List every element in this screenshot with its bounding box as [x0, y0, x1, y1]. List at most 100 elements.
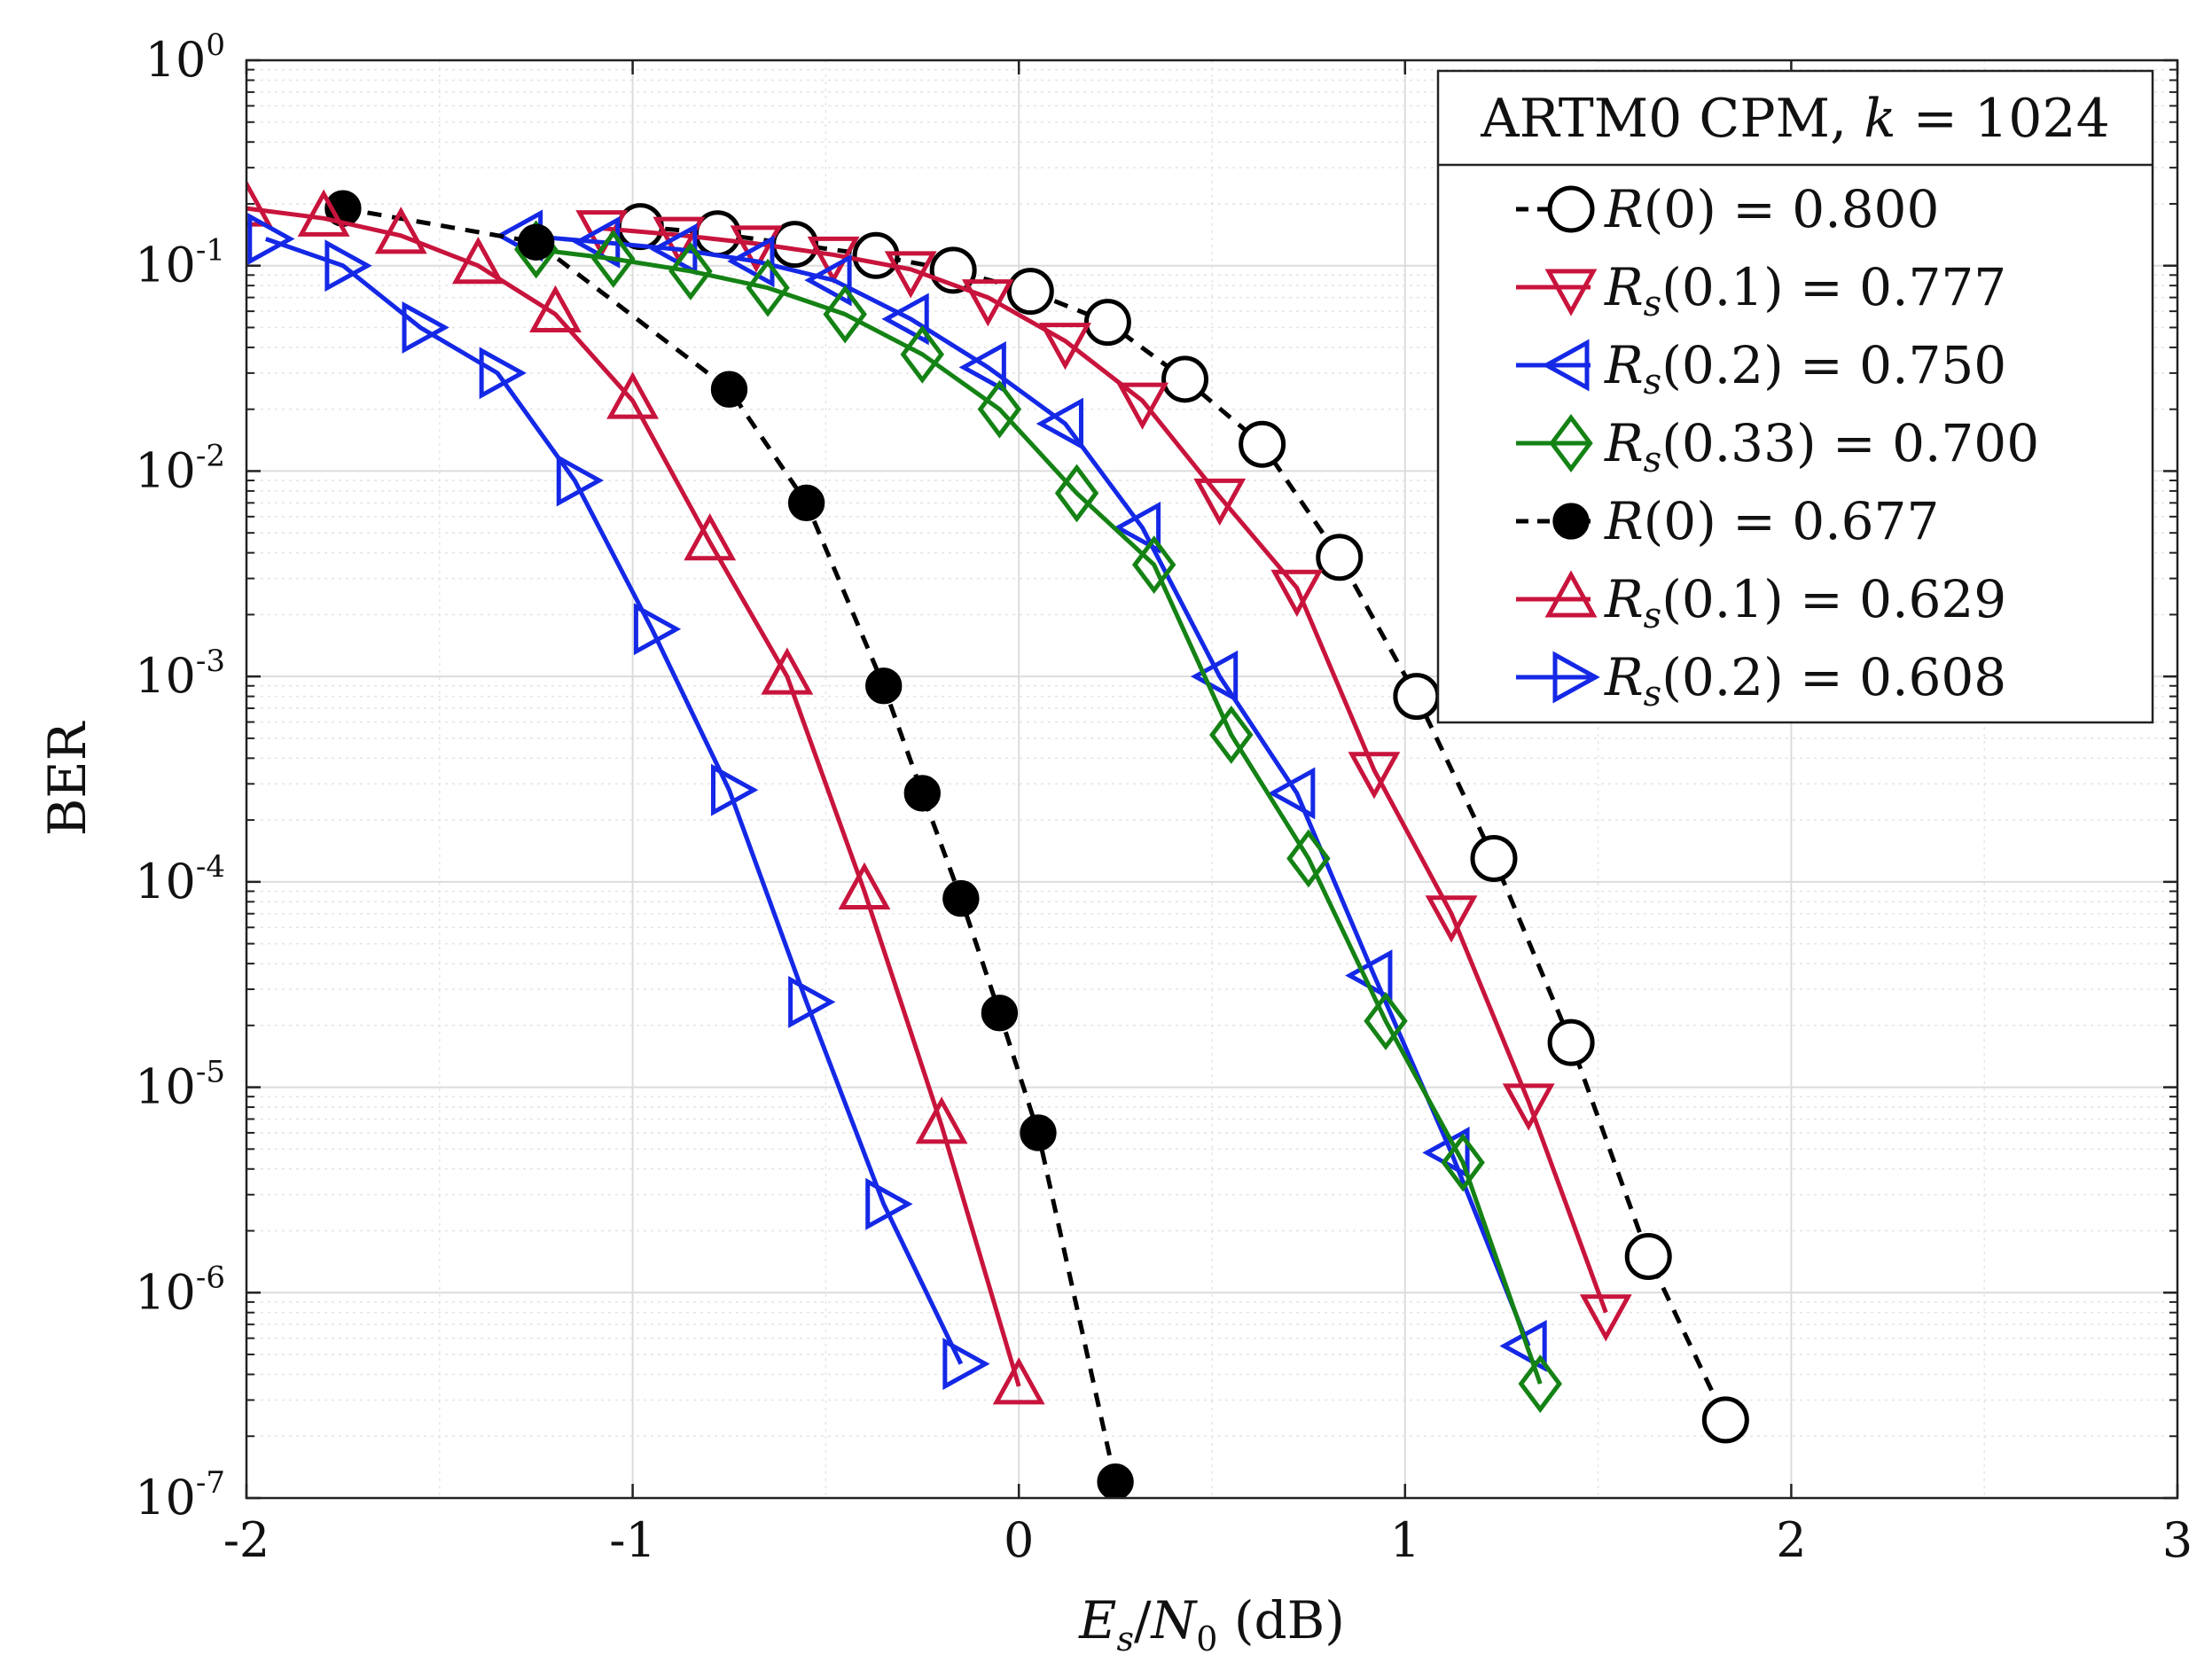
data-point: [1131, 535, 1176, 595]
data-point: [884, 251, 937, 299]
legend-entry: R(0) = 0.677: [1516, 491, 1939, 551]
x-tick-label: -1: [609, 1512, 656, 1568]
data-point: [865, 1177, 913, 1230]
data-point: [710, 371, 748, 408]
data-point: [903, 775, 941, 812]
data-point: [1193, 478, 1247, 527]
data-point: [761, 647, 814, 695]
x-tick-label: 0: [1004, 1512, 1034, 1568]
data-point: [297, 189, 350, 237]
data-point: [981, 995, 1019, 1032]
data-point: [942, 879, 980, 917]
legend-entry: Rs(0.1) = 0.629: [1516, 569, 2006, 636]
y-tick-label: 10-2: [135, 438, 225, 498]
y-tick-label: 10-3: [135, 644, 225, 704]
data-point: [727, 235, 775, 288]
x-tick-label: 3: [2162, 1512, 2192, 1568]
data-point: [1701, 1396, 1749, 1444]
data-point: [1006, 268, 1054, 316]
data-point: [788, 975, 836, 1028]
data-point: [1190, 650, 1239, 703]
data-point: [881, 293, 929, 346]
y-tick-label: 10-4: [135, 849, 225, 909]
data-point: [247, 213, 295, 265]
data-point: [961, 279, 1014, 327]
data-point: [1020, 1114, 1057, 1151]
data-point: [653, 216, 706, 264]
data-point: [556, 454, 605, 507]
data-point: [1036, 397, 1083, 450]
data-point: [823, 285, 867, 344]
data-point: [804, 254, 852, 307]
legend-marker: [1552, 651, 1600, 704]
data-point: [730, 225, 783, 273]
x-axis-label: Es/N0 (dB): [1078, 1590, 1345, 1658]
data-point: [1393, 673, 1441, 721]
data-point: [668, 241, 713, 300]
legend-label: Rs(0.2) = 0.750: [1604, 335, 2006, 402]
data-point: [1268, 767, 1316, 820]
legend: ARTM0 CPM, k = 1024 R(0) = 0.800 Rs(0.1) …: [1436, 69, 2154, 724]
legend-marker: [1544, 570, 1598, 618]
data-point: [1083, 299, 1131, 347]
data-point: [915, 1096, 968, 1144]
data-point: [518, 223, 555, 261]
data-point: [529, 285, 582, 333]
data-point: [1239, 420, 1286, 468]
y-tick-label: 100: [145, 27, 225, 88]
data-point: [1624, 1232, 1672, 1280]
data-point: [1270, 569, 1324, 617]
series-line: [342, 206, 1118, 1483]
data-point: [958, 340, 1006, 394]
data-point: [1441, 1133, 1485, 1192]
legend-label: Rs(0.1) = 0.777: [1604, 257, 2006, 324]
legend-label: R(0) = 0.800: [1604, 179, 1939, 239]
legend-entries: R(0) = 0.800 Rs(0.1) = 0.777 Rs(0.2) = 0.7…: [1516, 179, 2039, 714]
data-point: [633, 603, 682, 656]
data-point: [591, 230, 636, 288]
data-point: [1470, 834, 1518, 882]
data-point: [1113, 501, 1161, 554]
data-point: [1054, 464, 1099, 523]
plot-frame: [245, 59, 2179, 1500]
plot-series: [246, 179, 1749, 1498]
series-7: [247, 213, 990, 1391]
data-point: [1364, 991, 1408, 1050]
data-point: [402, 301, 449, 354]
axis-ticks: -2 -1 0 1 2 3 100 10-1 10-2 10-3 10-4 10-5 10-6 10-7: [135, 27, 2192, 1568]
data-point: [1116, 382, 1169, 430]
legend-marker: [1544, 269, 1598, 316]
data-point: [1502, 1083, 1555, 1131]
y-tick-label: 10-1: [135, 233, 225, 293]
y-tick-label: 10-6: [135, 1260, 225, 1320]
y-tick-label: 10-7: [135, 1465, 225, 1526]
legend-entry: Rs(0.1) = 0.777: [1516, 257, 2006, 324]
x-tick-label: 1: [1390, 1512, 1420, 1568]
legend-marker: [1552, 503, 1590, 540]
data-point: [865, 667, 903, 705]
legend-label: R(0) = 0.677: [1604, 491, 1939, 551]
legend-marker: [1547, 185, 1595, 233]
data-point: [374, 207, 427, 254]
series-line: [535, 246, 1543, 1385]
data-point: [1209, 705, 1254, 764]
series-6: [246, 179, 1045, 1405]
data-point: [451, 236, 504, 285]
series-line: [524, 233, 1531, 1347]
legend-label: Rs(0.1) = 0.629: [1604, 569, 2006, 636]
data-point: [1286, 829, 1331, 888]
y-axis-label: BER: [37, 720, 98, 836]
series-line: [264, 237, 964, 1365]
data-point: [942, 1338, 990, 1391]
data-point: [1039, 323, 1091, 371]
data-point: [1316, 534, 1364, 581]
y-tick-label: 10-5: [135, 1055, 225, 1115]
legend-entry: Rs(0.2) = 0.750: [1516, 335, 2006, 402]
data-point: [838, 862, 891, 909]
data-point: [1425, 895, 1478, 943]
legend-marker: [1542, 339, 1590, 392]
series-1: [616, 203, 1749, 1444]
series-2: [575, 210, 1632, 1342]
data-point: [324, 239, 372, 293]
